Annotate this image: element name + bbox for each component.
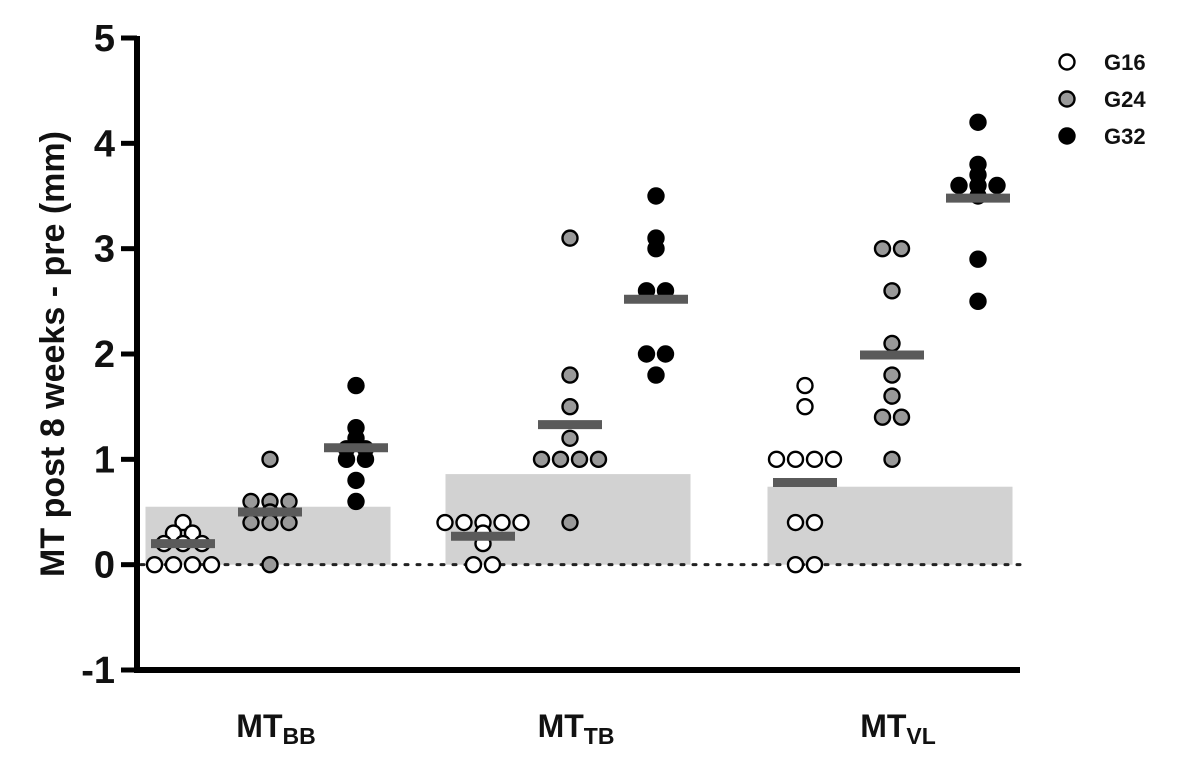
legend: G16 G24 G32: [1058, 50, 1146, 149]
data-point-g16: [174, 513, 192, 532]
data-point-g32: [647, 366, 665, 384]
data-point-g16: [786, 555, 805, 574]
y-axis-title: MT post 8 weeks - pre (mm): [34, 131, 72, 577]
legend-label: G16: [1104, 50, 1146, 75]
data-point-g24: [873, 408, 892, 426]
data-point-g32: [988, 176, 1006, 195]
y-tick-label: 3: [94, 229, 115, 271]
data-point-g16: [164, 555, 183, 574]
data-point-g16: [483, 555, 502, 574]
data-point-g24: [561, 513, 579, 532]
data-point-g16: [805, 513, 824, 532]
data-point-g16: [202, 555, 221, 574]
y-tick-label: 2: [94, 334, 115, 376]
data-point-g24: [892, 408, 911, 426]
legend-label: G32: [1104, 124, 1146, 149]
data-point-g24: [883, 334, 901, 353]
y-tick-label: 0: [94, 545, 115, 587]
axes: [121, 35, 1020, 673]
data-point-g32: [347, 376, 365, 395]
data-point-g24: [570, 450, 589, 469]
data-point-g32: [637, 345, 656, 363]
data-point-g24: [883, 387, 901, 405]
data-point-g32: [347, 492, 365, 511]
data-point-g32: [969, 292, 987, 311]
legend-marker-g16: [1058, 53, 1076, 71]
data-point-g32: [969, 113, 987, 131]
data-point-g32: [647, 239, 665, 258]
legend-marker-g32: [1058, 127, 1076, 145]
data-point-g24: [261, 555, 279, 574]
data-point-g16: [796, 376, 814, 395]
category-main: MT: [860, 708, 907, 744]
mean-lines: [151, 193, 1010, 549]
data-point-g16: [786, 513, 805, 532]
data-point-g16: [824, 450, 843, 469]
data-point-g24: [561, 397, 579, 416]
category-main: MT: [538, 708, 585, 744]
data-point-g24: [242, 492, 260, 511]
data-point-g16: [464, 555, 483, 574]
data-point-g24: [561, 229, 579, 247]
data-point-g24: [589, 450, 608, 469]
y-tick-label: -1: [81, 650, 115, 692]
data-point-g32: [337, 450, 356, 469]
category-main: MT: [236, 708, 283, 744]
category-subscript: VL: [906, 723, 935, 749]
x-category-label: MTVL: [860, 708, 936, 749]
y-tick-label: 4: [94, 123, 115, 165]
data-point-g16: [805, 450, 824, 469]
data-point-g32: [647, 187, 665, 205]
data-point-g24: [532, 450, 551, 469]
x-category-label: MTTB: [538, 708, 615, 749]
x-category-labels: MTBB MTTB MTVL: [236, 708, 936, 749]
data-point-g24: [873, 239, 892, 258]
data-point-g24: [242, 513, 260, 532]
data-point-g24: [280, 513, 298, 532]
data-point-g16: [436, 513, 454, 532]
data-point-g32: [356, 450, 375, 469]
data-point-g32: [950, 176, 968, 195]
data-point-g16: [183, 555, 202, 574]
x-category-label: MTBB: [236, 708, 315, 749]
legend-marker-g24: [1058, 90, 1076, 108]
data-point-g16: [767, 450, 786, 469]
data-point-g16: [805, 555, 824, 574]
category-subscript: TB: [584, 723, 615, 749]
data-point-g24: [883, 366, 901, 384]
data-point-g16: [796, 397, 814, 416]
data-point-g16: [512, 513, 530, 532]
y-tick-labels: -1 0 1 2 3 4 5: [81, 18, 115, 692]
data-point-g16: [145, 555, 164, 574]
data-point-g16: [786, 450, 805, 469]
data-point-g24: [883, 450, 901, 469]
data-point-g32: [656, 345, 675, 363]
data-point-g24: [261, 513, 279, 532]
category-subscript: BB: [282, 723, 315, 749]
y-tick-label: 1: [94, 439, 115, 481]
background-bar: [767, 486, 1013, 565]
data-point-g24: [261, 450, 279, 469]
data-point-g24: [561, 429, 579, 447]
data-point-g24: [892, 239, 911, 258]
data-point-g24: [280, 492, 298, 511]
data-point-g32: [969, 250, 987, 268]
data-point-g24: [883, 282, 901, 300]
legend-label: G24: [1104, 87, 1146, 112]
data-point-g32: [347, 471, 365, 490]
data-point-g16: [455, 513, 473, 532]
data-point-g24: [561, 366, 579, 384]
data-point-g16: [493, 513, 511, 532]
y-tick-label: 5: [94, 18, 115, 60]
data-point-g24: [551, 450, 570, 469]
